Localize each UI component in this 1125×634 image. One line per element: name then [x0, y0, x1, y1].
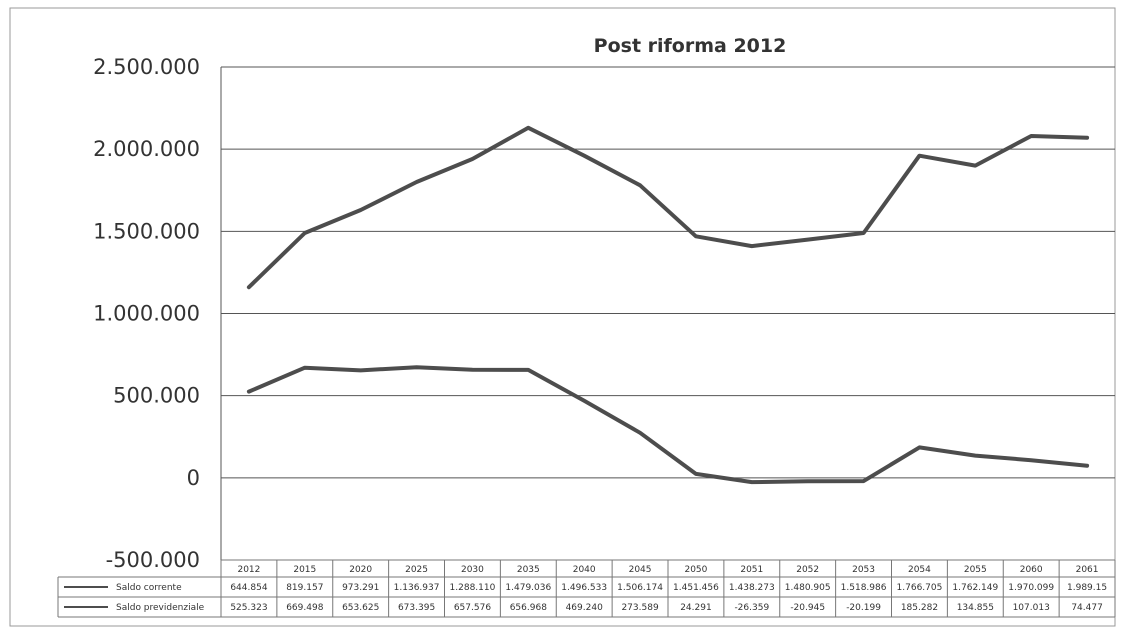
table-cell: 1.480.905 [785, 583, 831, 593]
y-tick-label: 2.500.000 [93, 55, 200, 79]
x-category-label: 2040 [573, 565, 596, 575]
table-cell: 644.854 [230, 583, 267, 593]
table-cell: 653.625 [342, 603, 379, 613]
table-cell: 1.766.705 [897, 583, 943, 593]
table-cell: 1.136.937 [394, 583, 440, 593]
x-category-label: 2061 [1076, 565, 1099, 575]
x-category-label: 2051 [740, 565, 763, 575]
table-cell: 1.479.036 [505, 583, 551, 593]
table-cell: 1.451.456 [673, 583, 719, 593]
y-tick-label: -500.000 [106, 548, 200, 572]
x-category-label: 2020 [349, 565, 372, 575]
y-tick-label: 1.500.000 [93, 219, 200, 243]
y-tick-label: 0 [187, 466, 200, 490]
x-category-label: 2035 [517, 565, 540, 575]
x-category-label: 2050 [684, 565, 707, 575]
x-category-label: 2012 [237, 565, 260, 575]
x-category-label: 2015 [293, 565, 316, 575]
x-category-label: 2052 [796, 565, 819, 575]
series-line [246, 365, 1090, 485]
y-axis-ticks: -500.000 0 500.000 1.000.000 1.500.000 2.000.… [93, 55, 200, 572]
legend-label: Saldo corrente [116, 583, 182, 593]
table-cell: 819.157 [286, 583, 323, 593]
chart-title: Post riforma 2012 [594, 35, 787, 57]
x-category-label: 2045 [629, 565, 652, 575]
table-cell: 669.498 [286, 603, 323, 613]
table-cell: -20.945 [790, 603, 825, 613]
y-tick-label: 500.000 [113, 384, 200, 408]
table-cell: 657.576 [454, 603, 491, 613]
table-cell: 656.968 [510, 603, 547, 613]
y-tick-label: 2.000.000 [93, 137, 200, 161]
table-cell: 1.970.099 [1008, 583, 1054, 593]
table-cell: 74.477 [1071, 603, 1103, 613]
x-category-label: 2055 [964, 565, 987, 575]
table-cell: 107.013 [1013, 603, 1050, 613]
series-line [246, 125, 1090, 290]
data-table: 2012 2015 2020 2025 2030 2035 2040 2045 2050 2051… [57, 559, 1116, 618]
table-cell: 469.240 [566, 603, 603, 613]
table-cell: 273.589 [621, 603, 658, 613]
table-cell: 134.855 [957, 603, 994, 613]
table-cell: 185.282 [901, 603, 938, 613]
table-cell: 1.989.15 [1067, 583, 1107, 593]
table-cell: 1.506.174 [617, 583, 663, 593]
legend-label: Saldo previdenziale [116, 603, 205, 613]
x-category-label: 2025 [405, 565, 428, 575]
table-cell: 1.518.986 [841, 583, 887, 593]
table-cell: -26.359 [734, 603, 769, 613]
table-cell: -20.199 [846, 603, 881, 613]
series-lines [246, 125, 1090, 485]
table-cell: 673.395 [398, 603, 435, 613]
table-cell: 1.288.110 [450, 583, 496, 593]
chart-area [9, 7, 1116, 627]
table-cell: 1.438.273 [729, 583, 775, 593]
y-tick-label: 1.000.000 [93, 302, 200, 326]
table-cell: 973.291 [342, 583, 379, 593]
table-cell: 1.762.149 [952, 583, 998, 593]
table-cell: 1.496.533 [561, 583, 607, 593]
x-category-label: 2053 [852, 565, 875, 575]
x-category-label: 2054 [908, 565, 931, 575]
table-cell: 24.291 [680, 603, 712, 613]
table-cell: 525.323 [230, 603, 267, 613]
x-category-label: 2030 [461, 565, 484, 575]
x-category-label: 2060 [1020, 565, 1043, 575]
